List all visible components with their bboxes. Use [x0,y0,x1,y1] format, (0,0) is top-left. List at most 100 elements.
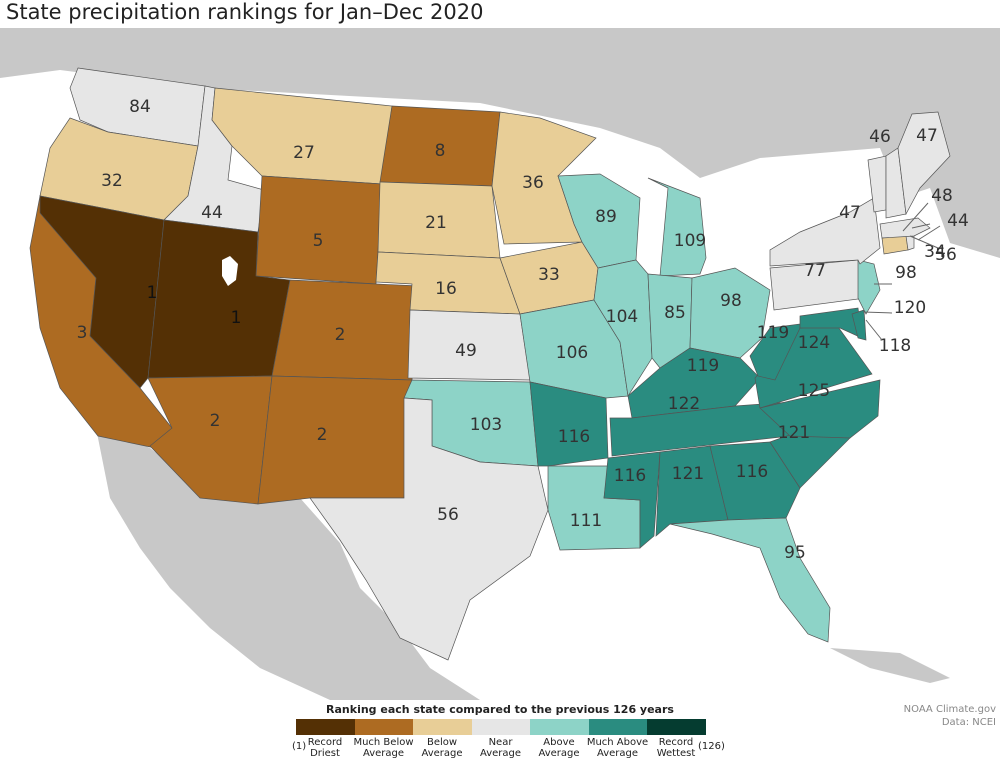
legend-class-line2: Driest [310,748,340,759]
state-wy [255,175,383,285]
rank-label-mo: 106 [556,343,588,363]
rank-label-tn: 122 [668,394,700,414]
rank-label-mt: 27 [293,143,315,163]
credit-data: Data: NCEI [941,717,996,728]
legend-swatch [354,719,414,735]
rank-label-ne: 16 [435,279,457,299]
legend-swatch [471,719,531,735]
legend-class-line2: Average [421,748,463,759]
state-fl [669,517,831,643]
rank-label-mi: 109 [674,231,706,251]
rank-label-ny: 47 [839,203,861,223]
rank-label-nm: 2 [317,425,328,445]
rank-label-il: 104 [606,307,638,327]
rank-label-co: 2 [335,325,346,345]
credit-source: NOAA Climate.gov [903,704,996,715]
legend-class-label: Near Average [466,737,536,759]
state-mt [211,87,393,185]
state-tx [309,397,549,661]
legend-class-label: Record Driest [290,737,360,759]
state-nj [857,259,881,315]
mexico-land [95,423,480,700]
rank-label-me: 47 [916,126,938,146]
legend-class-line1: Much Below [353,737,414,748]
rank-label-sc: 121 [778,423,810,443]
legend-swatch [296,719,355,735]
legend-swatch [413,719,472,735]
cuba-land [830,648,950,683]
legend-class-label: Above Average [524,737,594,759]
rank-label-oh: 98 [720,291,742,311]
legend-max-label: (126) [698,741,725,752]
legend-class-line2: Average [362,748,405,759]
rank-label-ct: 34 [924,242,946,262]
legend-class-line2: Average [479,748,522,759]
rank-label-fl: 95 [784,543,806,563]
rank-label-nd: 8 [435,141,446,161]
rank-label-ri: 56 [935,245,957,265]
legend-class-label: Much Below Average [349,737,419,759]
rank-label-ma: 44 [947,211,969,231]
legend-class-line1: Record [658,737,694,748]
legend-class-label: Much Above Average [583,737,653,759]
state-de [851,309,867,341]
rank-label-ms: 116 [614,466,646,486]
rank-label-wi: 89 [595,207,617,227]
legend-swatch [588,719,648,735]
rank-label-va: 124 [798,333,830,353]
rank-label-wa: 84 [129,97,151,117]
rank-label-de: 118 [879,336,911,356]
rank-label-md: 120 [894,298,926,318]
rank-label-ar: 116 [558,427,590,447]
state-ma [879,217,931,239]
legend-class-label: Record Wettest [641,737,711,759]
rank-label-or: 32 [101,171,123,191]
background-land [0,28,1000,700]
credit: NOAA Climate.gov Data: NCEI [904,703,996,729]
state-ny [769,197,881,267]
legend-class-line2: Wettest [656,748,696,759]
legend-min-label: (1) [292,741,307,752]
rank-label-ok: 103 [470,415,502,435]
legend-class-label: Below Average [407,737,477,759]
state-ga [709,441,801,521]
rank-label-wy: 5 [313,231,324,251]
rank-label-ga: 116 [736,462,768,482]
state-me [897,111,951,216]
rank-label-mn: 36 [522,173,544,193]
rank-label-nj: 98 [895,263,917,283]
legend-class-line1: Below [426,737,458,748]
rank-label-la: 111 [570,511,602,531]
rank-label-ks: 49 [455,341,477,361]
legend-class-line1: Above [543,737,575,748]
rank-label-ut: 1 [231,308,242,328]
state-ar [529,381,609,467]
states-layer [29,67,951,661]
rank-label-az: 2 [210,411,221,431]
map-title: State precipitation rankings for Jan–Dec… [6,0,484,24]
legend-swatch [647,719,706,735]
state-mi [647,177,707,277]
rank-label-nv: 1 [147,283,158,303]
rank-label-nh: 48 [931,186,953,206]
legend-swatch [530,719,589,735]
rank-label-al: 121 [672,464,704,484]
legend-class-line2: Average [596,748,639,759]
rank-label-ia: 33 [538,265,560,285]
leader-lines [862,202,941,341]
rank-label-ca: 3 [77,323,88,343]
legend-class-line2: Average [538,748,580,759]
great-salt-lake [222,256,238,286]
labels-layer: 8432314427512228211649103563633106116111… [77,97,969,563]
rank-label-vt: 46 [869,127,891,147]
rank-label-sd: 21 [425,213,447,233]
legend-title: Ranking each state compared to the previ… [326,703,674,716]
legend: Ranking each state compared to the previ… [0,700,1000,765]
state-il [593,259,653,397]
rank-label-in: 85 [664,303,686,323]
legend-class-line1: Near [488,737,513,748]
rank-label-tx: 56 [437,505,459,525]
canada-land [0,28,1000,258]
rank-label-nc: 125 [798,381,830,401]
rank-label-id: 44 [201,203,223,223]
